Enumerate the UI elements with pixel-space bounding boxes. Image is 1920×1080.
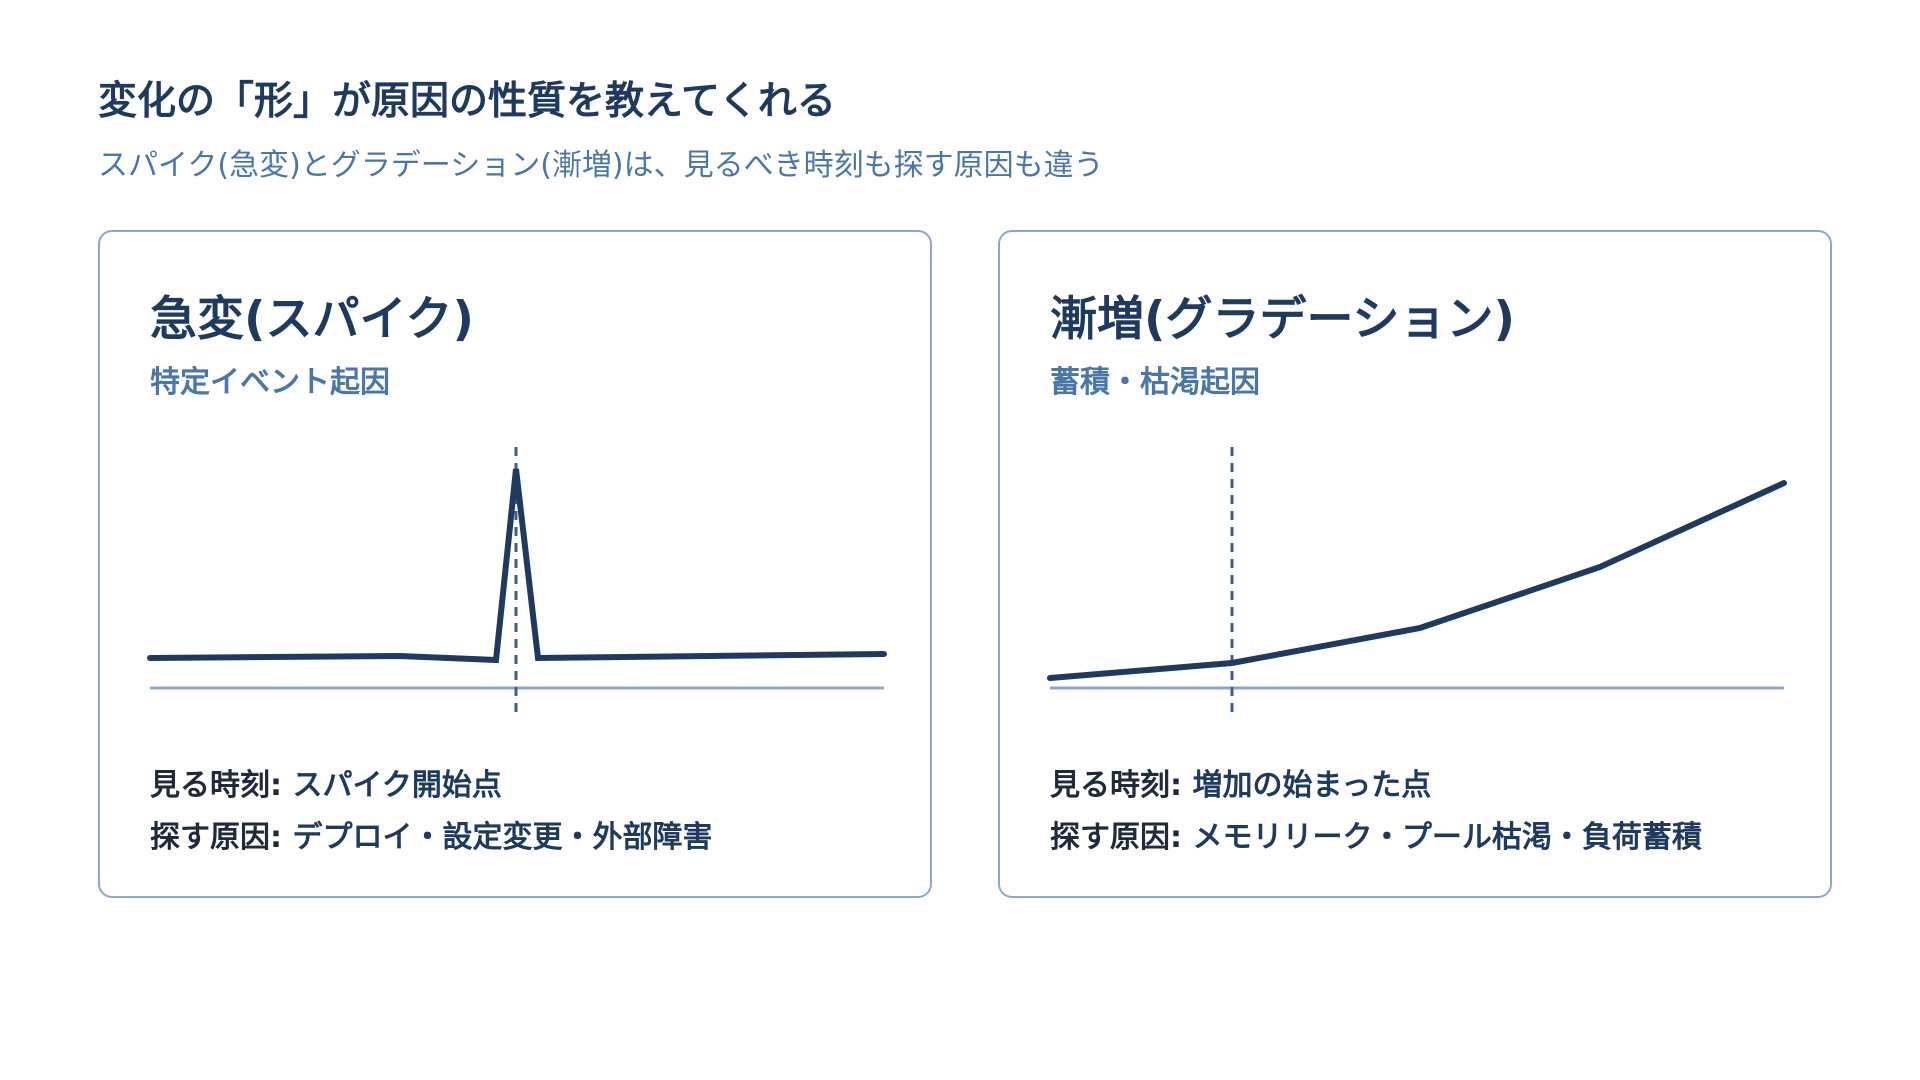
gradual-card-title: 漸増(グラデーション) xyxy=(1050,292,1516,347)
spike-card: 急変(スパイク) 特定イベント起因 見る時刻: スパイク開始点 探す原因: デプ… xyxy=(98,230,932,898)
gradual-cause-label: 探す原因: xyxy=(1050,820,1182,855)
page-title: 変化の「形」が原因の性質を教えてくれる xyxy=(98,79,836,124)
gradual-diagram xyxy=(1047,447,1787,714)
gradual-time-label: 見る時刻: xyxy=(1050,768,1182,803)
spike-cause-value: デプロイ・設定変更・外部障害 xyxy=(292,820,713,855)
gradual-card-subtitle: 蓄積・枯渇起因 xyxy=(1050,365,1260,400)
gradual-card: 漸増(グラデーション) 蓄積・枯渇起因 見る時刻: 増加の始まった点 探す原因:… xyxy=(998,230,1832,898)
spike-curve xyxy=(147,468,887,664)
spike-cause-label: 探す原因: xyxy=(150,820,282,855)
spike-card-title: 急変(スパイク) xyxy=(150,292,475,347)
gradual-time-value: 増加の始まった点 xyxy=(1192,768,1432,803)
spike-diagram xyxy=(147,447,887,714)
spike-time-value: スパイク開始点 xyxy=(292,768,502,803)
gradual-time-row: 見る時刻: 増加の始まった点 xyxy=(1050,760,1431,804)
gradual-cause-row: 探す原因: メモリリーク・プール枯渇・負荷蓄積 xyxy=(1050,812,1702,856)
page-subtitle: スパイク(急変)とグラデーション(漸増)は、見るべき時刻も探す原因も違う xyxy=(98,148,1104,183)
spike-cause-row: 探す原因: デプロイ・設定変更・外部障害 xyxy=(150,812,712,856)
spike-time-row: 見る時刻: スパイク開始点 xyxy=(150,760,502,804)
spike-time-label: 見る時刻: xyxy=(150,768,282,803)
spike-card-subtitle: 特定イベント起因 xyxy=(150,365,390,400)
gradual-curve xyxy=(1047,480,1787,681)
gradual-cause-value: メモリリーク・プール枯渇・負荷蓄積 xyxy=(1192,820,1702,855)
